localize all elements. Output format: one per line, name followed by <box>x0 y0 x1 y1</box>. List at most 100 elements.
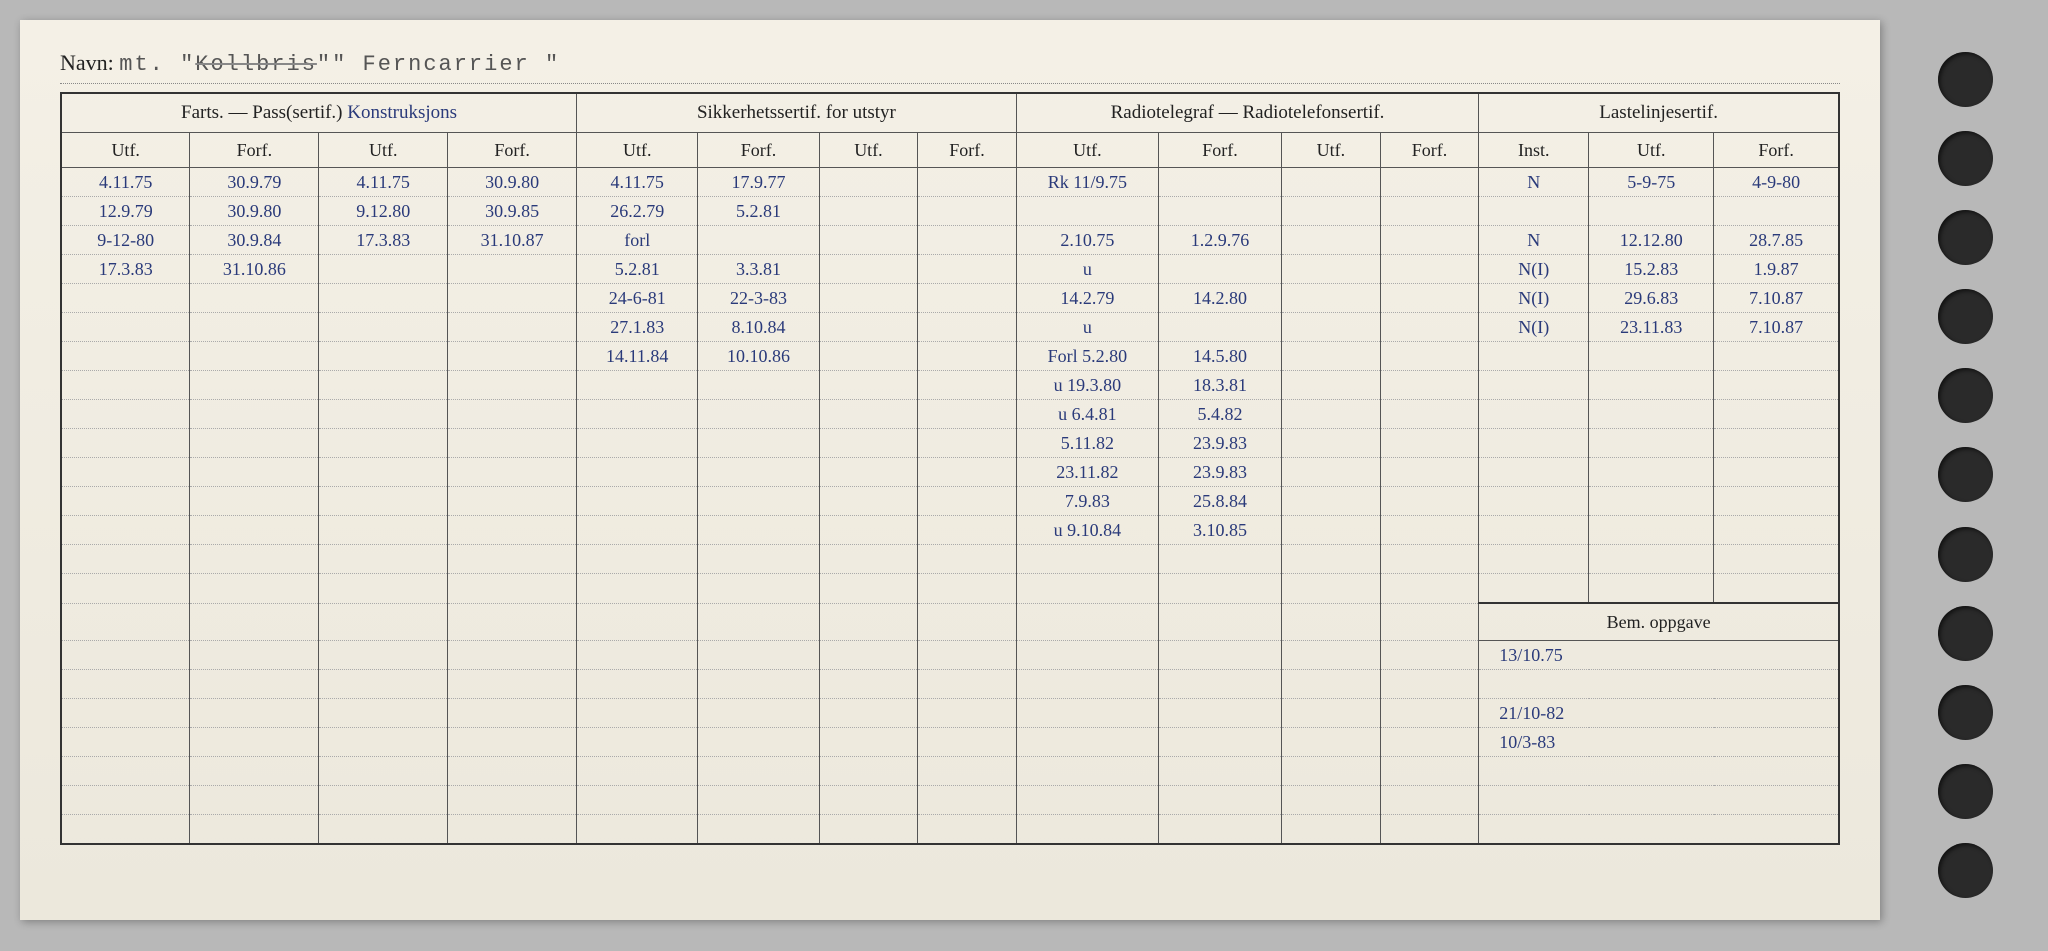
sub-forf: Forf. <box>1158 133 1281 168</box>
bem-cell <box>1479 815 1839 845</box>
cell <box>1380 670 1479 699</box>
cell: 3.10.85 <box>1158 516 1281 545</box>
cell <box>1589 574 1714 604</box>
cell <box>319 255 448 284</box>
cell <box>448 574 577 604</box>
cell <box>577 516 698 545</box>
cell <box>577 786 698 815</box>
cell: 14.2.79 <box>1016 284 1158 313</box>
cell <box>1479 487 1589 516</box>
cell <box>698 728 819 757</box>
cell: Forl 5.2.80 <box>1016 342 1158 371</box>
cell <box>190 641 319 670</box>
cell <box>1714 371 1839 400</box>
cell: N(I) <box>1479 284 1589 313</box>
cell <box>1714 458 1839 487</box>
cell <box>448 728 577 757</box>
cell <box>1380 255 1479 284</box>
cell <box>61 545 190 574</box>
cell <box>1282 545 1381 574</box>
sub-utf: Utf. <box>1016 133 1158 168</box>
cell <box>1282 699 1381 728</box>
cell <box>918 429 1017 458</box>
cell <box>190 757 319 786</box>
sub-utf: Utf. <box>1589 133 1714 168</box>
cell <box>698 516 819 545</box>
cell <box>1380 168 1479 197</box>
cell <box>1479 371 1589 400</box>
cell <box>1158 699 1281 728</box>
cell <box>1380 757 1479 786</box>
cell: forl <box>577 226 698 255</box>
cell <box>448 786 577 815</box>
cell <box>819 487 918 516</box>
cell <box>1016 815 1158 845</box>
cell <box>1380 574 1479 604</box>
table-row <box>61 815 1839 845</box>
sub-forf: Forf. <box>1714 133 1839 168</box>
cell <box>1282 786 1381 815</box>
cell <box>819 313 918 342</box>
cell <box>61 371 190 400</box>
cell <box>1589 429 1714 458</box>
cell: 5.2.81 <box>577 255 698 284</box>
cell <box>819 603 918 641</box>
cell <box>1479 400 1589 429</box>
cell: 27.1.83 <box>577 313 698 342</box>
cell: 30.9.80 <box>448 168 577 197</box>
cell: 7.10.87 <box>1714 284 1839 313</box>
cell <box>1380 429 1479 458</box>
hole <box>1938 289 1993 344</box>
cell <box>319 699 448 728</box>
cell: 1.2.9.76 <box>1158 226 1281 255</box>
cell <box>1282 574 1381 604</box>
cell <box>698 603 819 641</box>
bem-header-row: Bem. oppgave <box>61 603 1839 641</box>
cell: 28.7.85 <box>1714 226 1839 255</box>
cell <box>319 458 448 487</box>
cell <box>448 342 577 371</box>
cell <box>918 458 1017 487</box>
cell <box>448 458 577 487</box>
cell <box>918 641 1017 670</box>
cell <box>1158 641 1281 670</box>
cell: 30.9.80 <box>190 197 319 226</box>
cell <box>1380 226 1479 255</box>
hdr-farts-annot: Konstruksjons <box>347 102 457 123</box>
cell <box>1380 400 1479 429</box>
cell <box>190 699 319 728</box>
cell: 26.2.79 <box>577 197 698 226</box>
navn-struck: Kollbris <box>195 52 317 77</box>
cell <box>448 255 577 284</box>
cell <box>61 603 190 641</box>
hole <box>1938 447 1993 502</box>
cell <box>1714 197 1839 226</box>
sub-utf: Utf. <box>819 133 918 168</box>
cell <box>918 603 1017 641</box>
cell <box>190 728 319 757</box>
cell <box>1282 313 1381 342</box>
sub-forf: Forf. <box>1380 133 1479 168</box>
table-row <box>61 574 1839 604</box>
cell <box>448 815 577 845</box>
table-row: 23.11.8223.9.83 <box>61 458 1839 487</box>
cell <box>918 226 1017 255</box>
cell <box>1158 197 1281 226</box>
cell <box>1282 815 1381 845</box>
cell: 10.10.86 <box>698 342 819 371</box>
cell: 8.10.84 <box>698 313 819 342</box>
bem-cell: 13/10.75 <box>1479 641 1839 670</box>
cell <box>1282 255 1381 284</box>
cell <box>918 574 1017 604</box>
table-row <box>61 670 1839 699</box>
hdr-farts-label: Farts. — Pass(sertif.) <box>181 102 342 123</box>
cell <box>1016 641 1158 670</box>
hole <box>1938 843 1993 898</box>
cell <box>698 487 819 516</box>
cell <box>577 670 698 699</box>
cell <box>577 574 698 604</box>
cell: 23.9.83 <box>1158 458 1281 487</box>
cell <box>319 284 448 313</box>
cell <box>448 545 577 574</box>
table-row <box>61 786 1839 815</box>
